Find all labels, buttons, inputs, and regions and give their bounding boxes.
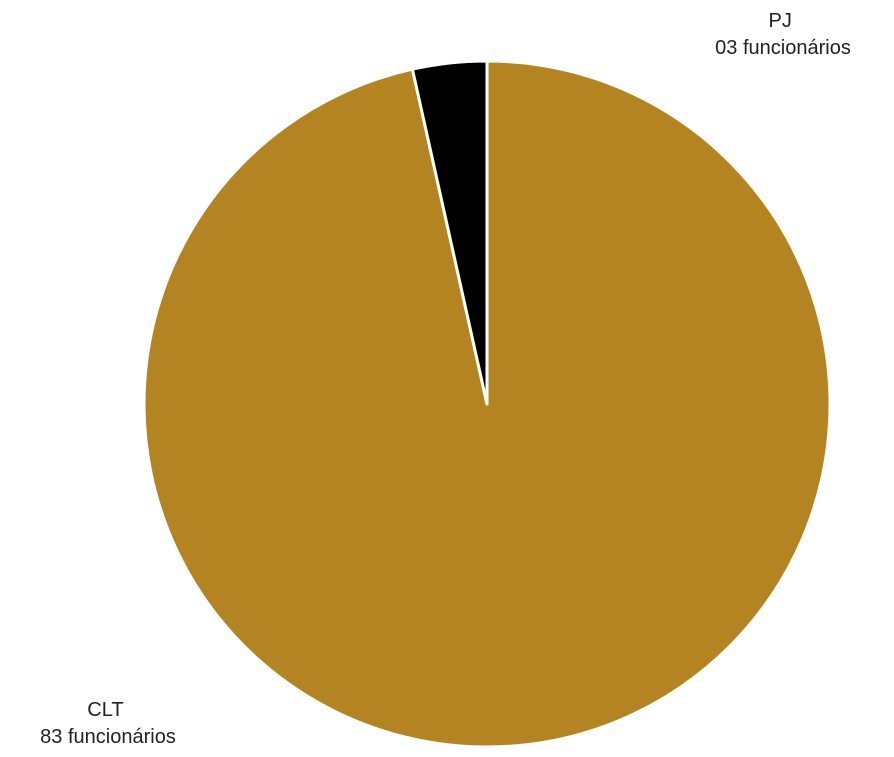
slice-label-pj-name: PJ <box>769 10 792 32</box>
slices-layer <box>142 59 832 749</box>
slice-label-clt: CLT 83 funcionários <box>40 699 176 748</box>
slice-label-clt-value: 83 funcionários <box>40 726 176 748</box>
slice-label-clt-name: CLT <box>87 699 123 721</box>
pie-slice-pj <box>410 59 489 406</box>
slice-label-pj-value: 03 funcionários <box>715 37 851 59</box>
slice-label-pj: PJ 03 funcionários <box>715 10 851 59</box>
labels-layer: CLT 83 funcionários PJ 03 funcionários <box>40 10 851 748</box>
